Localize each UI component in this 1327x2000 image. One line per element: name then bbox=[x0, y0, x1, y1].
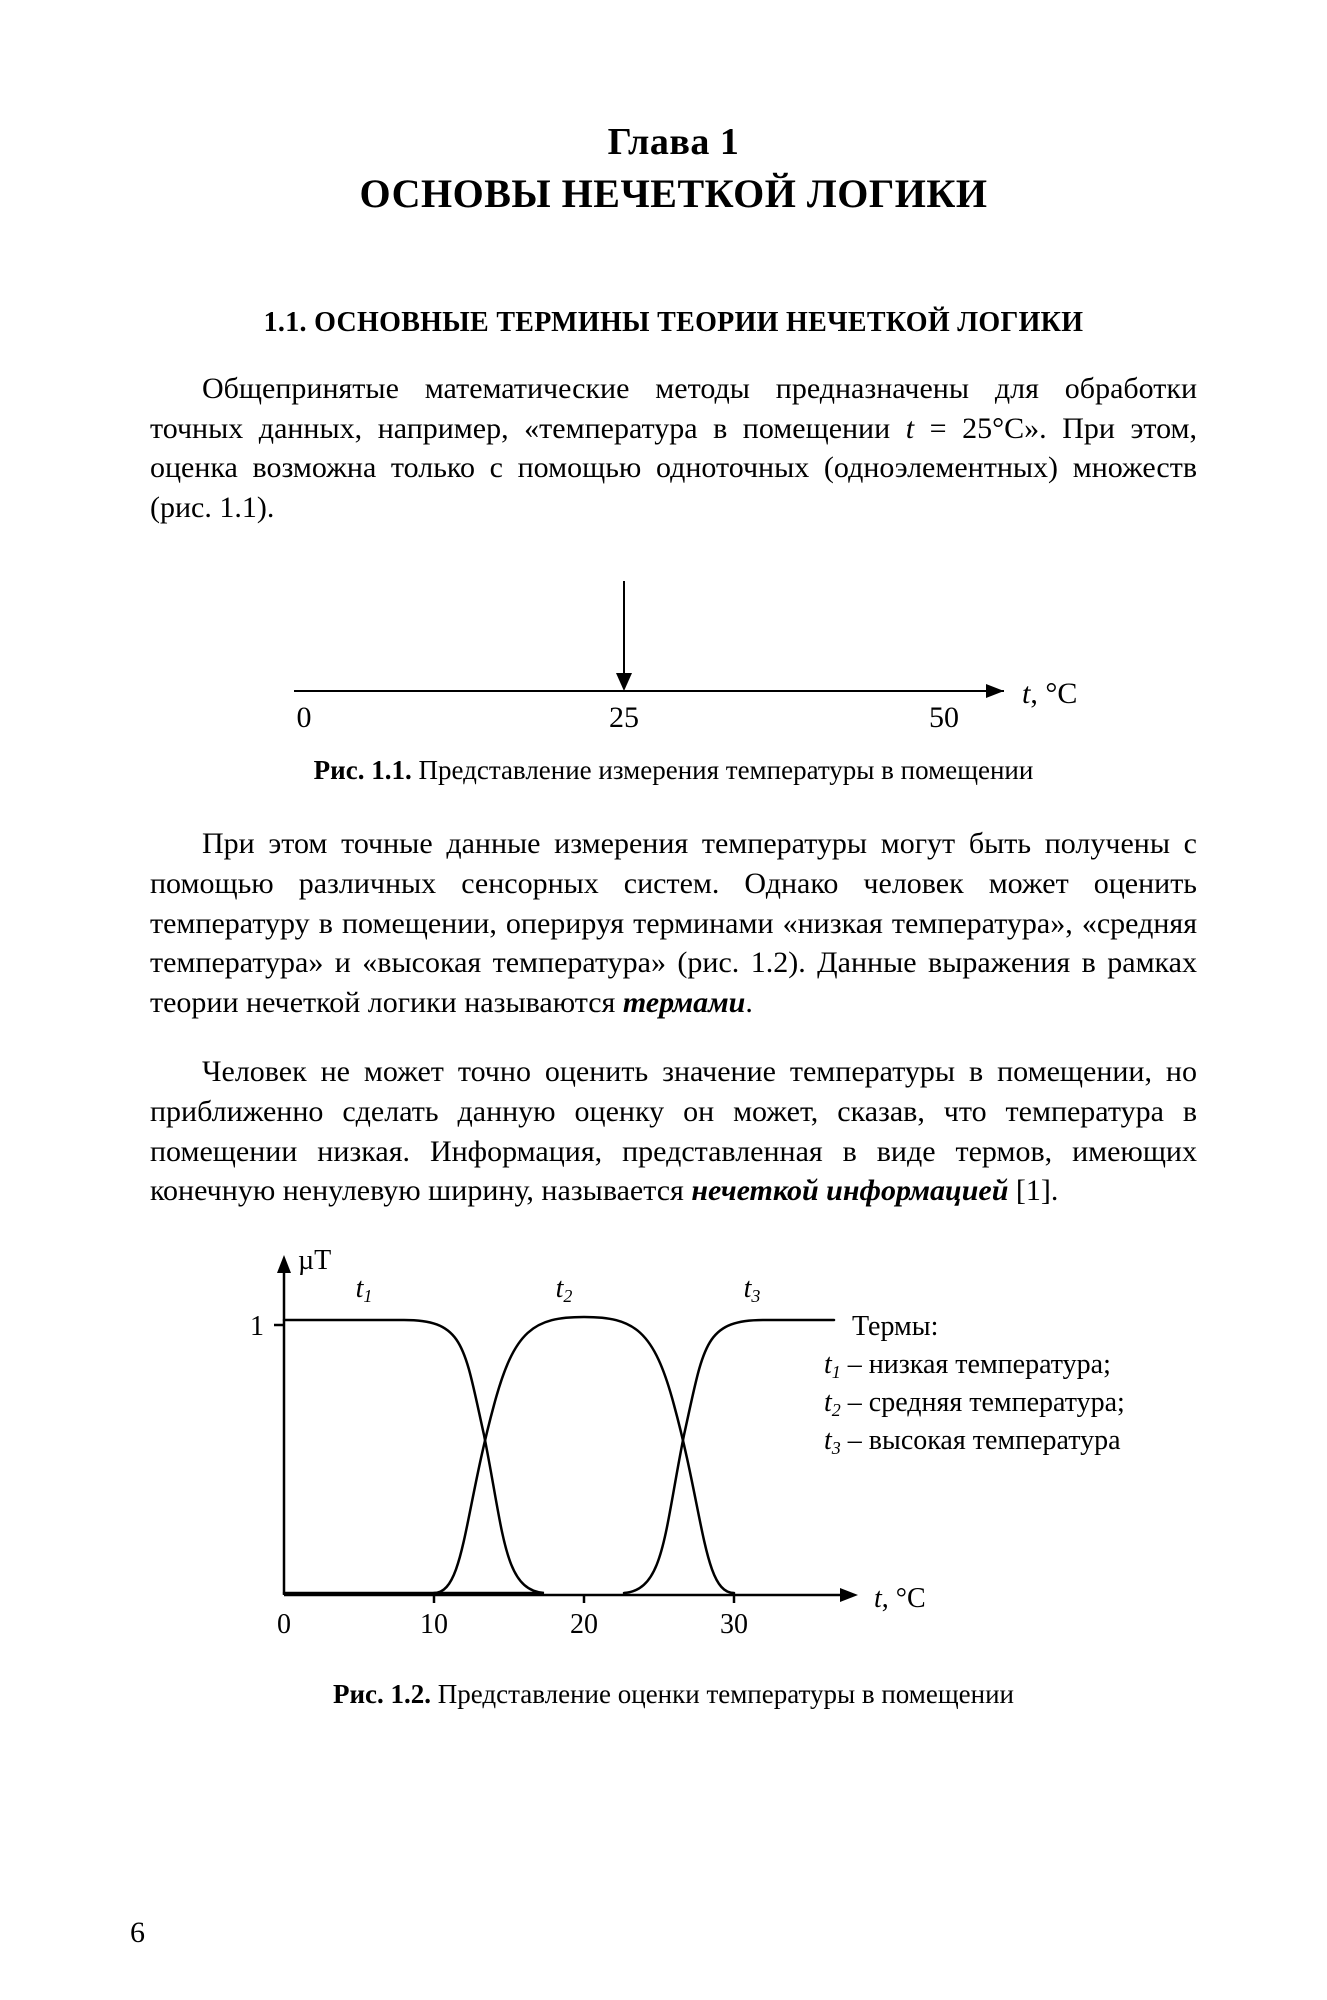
figure-2-caption-label: Рис. 1.2. bbox=[333, 1679, 431, 1709]
svg-text:t3 – высокая температура: t3 – высокая температура bbox=[824, 1425, 1121, 1458]
svg-text:t3: t3 bbox=[743, 1273, 760, 1306]
svg-text:50: 50 bbox=[929, 701, 959, 731]
figure-1-svg: 0 25 50 t, °С bbox=[264, 551, 1084, 731]
svg-text:0: 0 bbox=[277, 1609, 291, 1640]
svg-text:t2 – средняя температура;: t2 – средняя температура; bbox=[824, 1387, 1125, 1420]
figure-2-svg: µT10102030t, °Сt1t2t3Термы:t1 – низкая т… bbox=[204, 1235, 1144, 1655]
paragraph-1-var: t bbox=[906, 412, 914, 445]
figure-2-caption: Рис. 1.2. Представление оценки температу… bbox=[150, 1679, 1197, 1710]
svg-text:t1: t1 bbox=[355, 1273, 372, 1306]
paragraph-2-term: термами bbox=[623, 986, 746, 1019]
paragraph-1: Общепринятые математические методы предн… bbox=[150, 369, 1197, 527]
figure-1-caption: Рис. 1.1. Представление измерения темпер… bbox=[150, 755, 1197, 786]
svg-text:t1 – низкая температура;: t1 – низкая температура; bbox=[824, 1349, 1111, 1382]
svg-text:1: 1 bbox=[250, 1311, 264, 1342]
svg-text:t2: t2 bbox=[555, 1273, 572, 1306]
paragraph-2: При этом точные данные измерения темпера… bbox=[150, 824, 1197, 1022]
chapter-number: Глава 1 bbox=[150, 120, 1197, 164]
svg-text:25: 25 bbox=[609, 701, 639, 731]
paragraph-3-term: нечеткой информацией bbox=[691, 1174, 1008, 1207]
page: Глава 1 ОСНОВЫ НЕЧЕТКОЙ ЛОГИКИ 1.1. ОСНО… bbox=[0, 0, 1327, 2000]
svg-text:t, °С: t, °С bbox=[1022, 677, 1077, 710]
svg-text:µT: µT bbox=[298, 1245, 331, 1276]
page-number: 6 bbox=[130, 1916, 145, 1950]
chapter-title: ОСНОВЫ НЕЧЕТКОЙ ЛОГИКИ bbox=[150, 170, 1197, 217]
figure-1-caption-text: Представление измерения температуры в по… bbox=[412, 755, 1034, 785]
svg-text:t, °С: t, °С bbox=[874, 1583, 926, 1614]
paragraph-3: Человек не может точно оценить значение … bbox=[150, 1052, 1197, 1210]
svg-text:0: 0 bbox=[296, 701, 311, 731]
figure-2-caption-text: Представление оценки температуры в помещ… bbox=[431, 1679, 1014, 1709]
svg-text:Термы:: Термы: bbox=[852, 1311, 938, 1342]
svg-text:30: 30 bbox=[720, 1609, 748, 1640]
figure-1: 0 25 50 t, °С bbox=[150, 551, 1197, 731]
section-title: 1.1. ОСНОВНЫЕ ТЕРМИНЫ ТЕОРИИ НЕЧЕТКОЙ ЛО… bbox=[150, 307, 1197, 339]
svg-text:10: 10 bbox=[420, 1609, 448, 1640]
paragraph-2-text-b: . bbox=[745, 986, 753, 1019]
paragraph-3-text-b: [1]. bbox=[1008, 1174, 1058, 1207]
svg-text:20: 20 bbox=[570, 1609, 598, 1640]
figure-1-caption-label: Рис. 1.1. bbox=[314, 755, 412, 785]
figure-2: µT10102030t, °Сt1t2t3Термы:t1 – низкая т… bbox=[150, 1235, 1197, 1655]
